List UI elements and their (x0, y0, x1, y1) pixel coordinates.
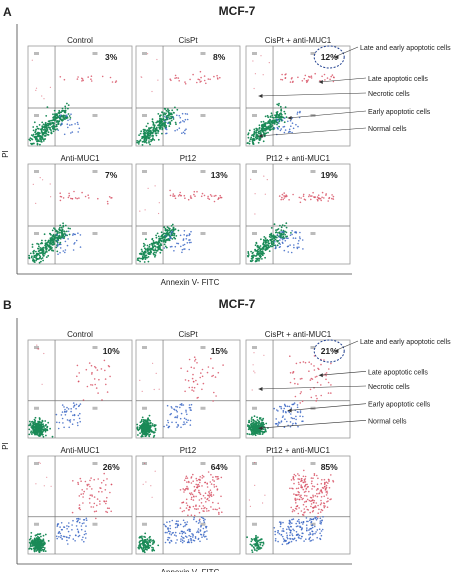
dot-plot-panel (245, 163, 351, 265)
highlight-circle (313, 339, 345, 363)
annotation-label: Necrotic cells (368, 91, 410, 98)
dot-plot-panel (135, 45, 241, 147)
condition-label: Anti-MUC1 (60, 154, 100, 163)
annotation-label: Late apoptotic cells (368, 76, 428, 83)
arrow-head (334, 55, 339, 59)
cell-events (136, 356, 224, 438)
annotation-label: Early apoptotic cells (368, 402, 431, 409)
annotation-arrow (318, 371, 367, 376)
annotation-label: Early apoptotic cells (368, 109, 431, 116)
annotation-label: Necrotic cells (368, 384, 410, 391)
condition-label: Anti-MUC1 (60, 446, 100, 455)
cell-events (28, 344, 111, 438)
apoptotic-percent-label: 12% (321, 52, 338, 62)
x-axis-label: Annexin V- FITC (161, 568, 220, 572)
arrow-head (258, 426, 263, 431)
dot-plot-panel (27, 45, 133, 147)
arrow-head (334, 349, 339, 353)
apoptotic-percent-label: 15% (211, 346, 228, 356)
apoptotic-percent-label: 26% (103, 462, 120, 472)
cell-events (246, 55, 335, 146)
apoptotic-percent-label: 13% (211, 170, 228, 180)
annotation-arrow (258, 420, 367, 429)
arrow-head (318, 80, 323, 84)
annotation-label: Normal cells (368, 126, 407, 133)
annotation-arrow (258, 127, 367, 137)
condition-label: Pt12 (180, 154, 197, 163)
annotation-label: Late and early apoptotic cells (360, 339, 451, 346)
annotation-label: Late and early apoptotic cells (360, 45, 451, 52)
condition-label: Pt12 + anti-MUC1 (266, 446, 330, 455)
condition-label: Control (67, 330, 93, 339)
apoptotic-percent-label: 10% (103, 346, 120, 356)
panel-letter: A (3, 5, 12, 19)
annotation-arrow (258, 92, 367, 97)
x-axis-label: Annexin V- FITC (161, 278, 220, 287)
apoptotic-percent-label: 85% (321, 462, 338, 472)
figure-title: MCF-7 (219, 4, 256, 18)
cell-events (246, 462, 335, 553)
dot-plot-panel (27, 163, 133, 265)
cell-events (137, 462, 223, 554)
condition-label: CisPt + anti-MUC1 (265, 330, 332, 339)
arrow-head (258, 94, 263, 98)
apoptotic-percent-label: 21% (321, 346, 338, 356)
plot-frame (27, 45, 133, 147)
condition-label: CisPt (178, 330, 198, 339)
annotation-arrow (287, 110, 367, 119)
arrow-head (287, 116, 292, 120)
cell-events (28, 461, 113, 554)
dot-plot-panel (135, 163, 241, 265)
annotation-arrow (318, 77, 367, 83)
cell-events (136, 185, 223, 263)
condition-label: Control (67, 36, 93, 45)
apoptotic-percent-label: 3% (105, 52, 118, 62)
annotation-label: Late apoptotic cells (368, 369, 428, 376)
apoptotic-percent-label: 7% (105, 170, 118, 180)
panel-letter: B (3, 298, 12, 312)
y-axis-label: PI (1, 150, 10, 158)
cell-events (246, 175, 335, 263)
dot-plot-panel (135, 455, 241, 555)
condition-label: CisPt + anti-MUC1 (265, 36, 332, 45)
population-annotations: Late and early apoptotic cells Late apopt… (258, 339, 451, 431)
annotation-arrow (258, 385, 367, 390)
condition-label: CisPt (178, 36, 198, 45)
annotation-label: Normal cells (368, 418, 407, 425)
dot-plot-panel (245, 455, 351, 555)
figure-panel-b: B MCF-7 PI Annexin V- FITC Control 10% CisPt 15… (1, 297, 451, 572)
cell-events (28, 59, 118, 146)
apoptotic-percent-label: 19% (321, 170, 338, 180)
cell-events (136, 53, 221, 146)
dot-plot-panel (27, 339, 133, 439)
cell-events (28, 177, 113, 264)
apoptotic-percent-label: 8% (213, 52, 226, 62)
plot-frame (135, 339, 241, 439)
arrow-head (258, 134, 263, 138)
dot-plot-panel (27, 455, 133, 555)
dot-plot-panel (245, 45, 351, 147)
figure-title: MCF-7 (219, 297, 256, 311)
arrow-head (258, 387, 263, 391)
condition-label: Pt12 (180, 446, 197, 455)
annotation-arrow (287, 403, 367, 411)
population-annotations: Late and early apoptotic cells Late apopt… (258, 45, 451, 138)
dot-plot-panel (135, 339, 241, 439)
highlight-circle (313, 45, 345, 69)
figure-panel-a: A MCF-7 PI Annexin V- FITC Control 3% CisPt 8% C… (1, 4, 451, 287)
arrow-head (287, 408, 292, 413)
arrow-head (318, 373, 323, 378)
apoptotic-percent-label: 64% (211, 462, 228, 472)
condition-label: Pt12 + anti-MUC1 (266, 154, 330, 163)
y-axis-label: PI (1, 442, 10, 450)
